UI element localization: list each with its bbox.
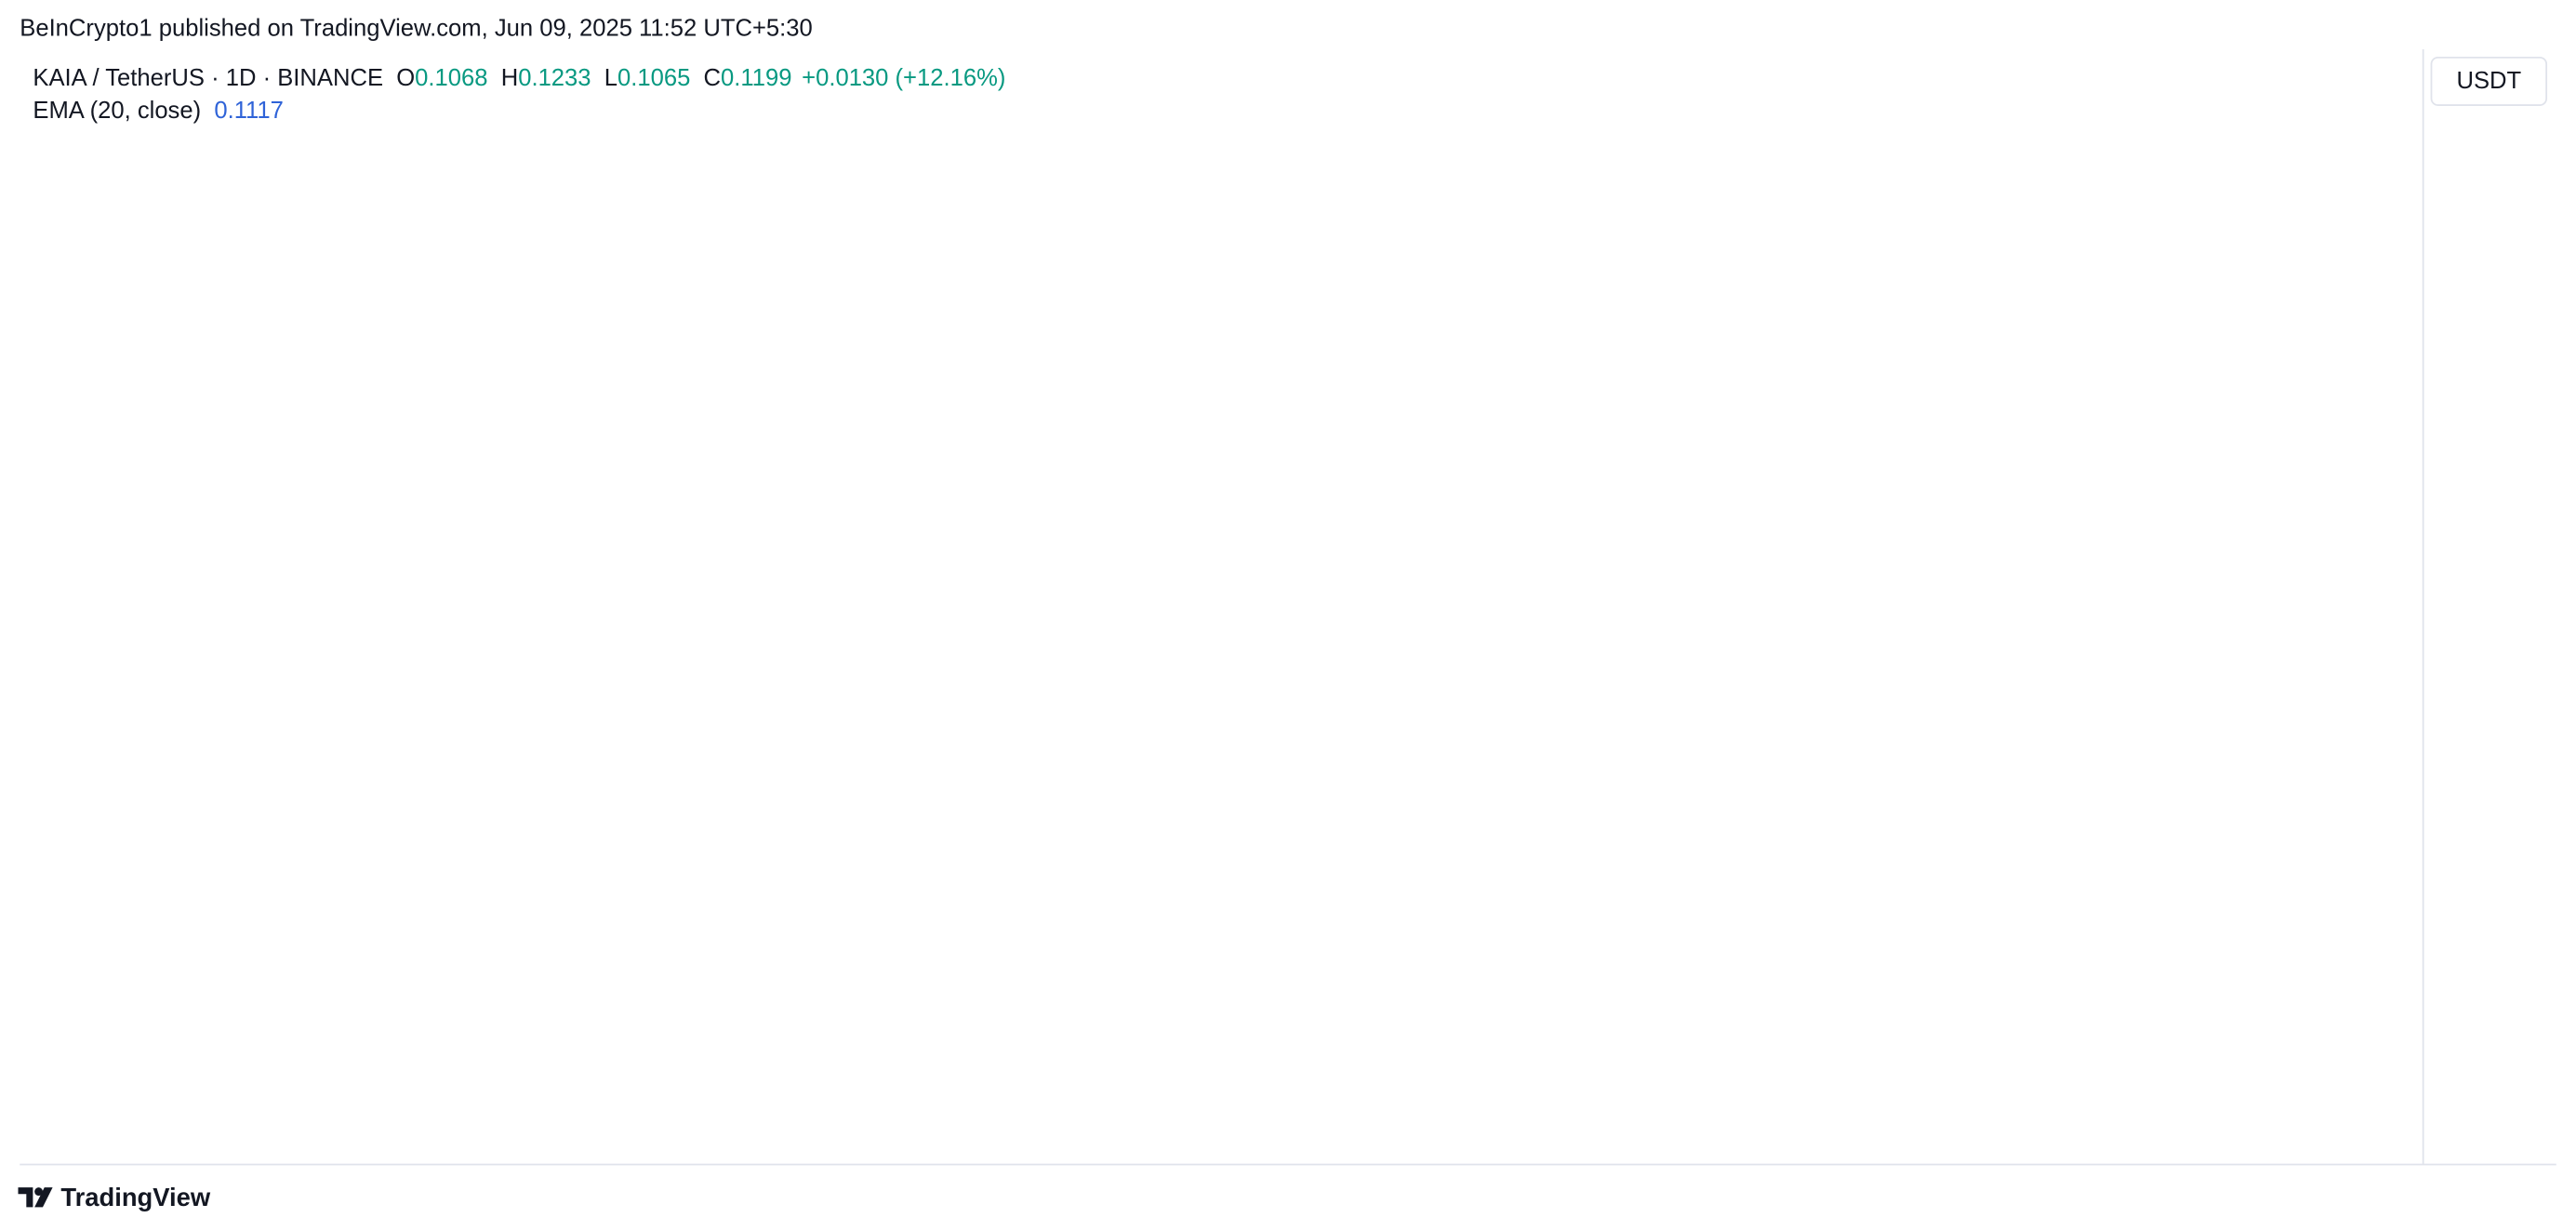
- ema-value: 0.1117: [214, 98, 284, 124]
- ohlc-key: L: [604, 65, 617, 91]
- footer: TradingView: [60, 1183, 210, 1211]
- ohlc-key: O: [396, 65, 415, 91]
- ohlc-value: 0.1233: [518, 65, 591, 91]
- ohlc-value: 0.1068: [415, 65, 487, 91]
- ema-label: EMA (20, close): [33, 98, 201, 124]
- logo-part: [34, 1187, 53, 1208]
- logo-part: [34, 1187, 43, 1197]
- legend-line: KAIA / TetherUS · 1D · BINANCE O0.1068 H…: [33, 65, 1005, 91]
- ohlc-value: 0.1065: [617, 65, 690, 91]
- change: +0.0130 (+12.16%): [802, 65, 1005, 91]
- ohlc-key: C: [704, 65, 722, 91]
- ohlc-value: 0.1199: [721, 65, 791, 91]
- currency-button[interactable]: [2430, 56, 2548, 106]
- currency[interactable]: USDT: [2456, 68, 2521, 94]
- logo-part: [18, 1187, 33, 1208]
- ohlc-key: H: [501, 65, 519, 91]
- header: BeInCrypto1 published on TradingView.com…: [20, 16, 813, 42]
- footer-logo: [18, 1187, 53, 1208]
- ema-legend: EMA (20, close) 0.1117: [33, 98, 283, 124]
- symbol: KAIA / TetherUS · 1D · BINANCE: [33, 65, 383, 91]
